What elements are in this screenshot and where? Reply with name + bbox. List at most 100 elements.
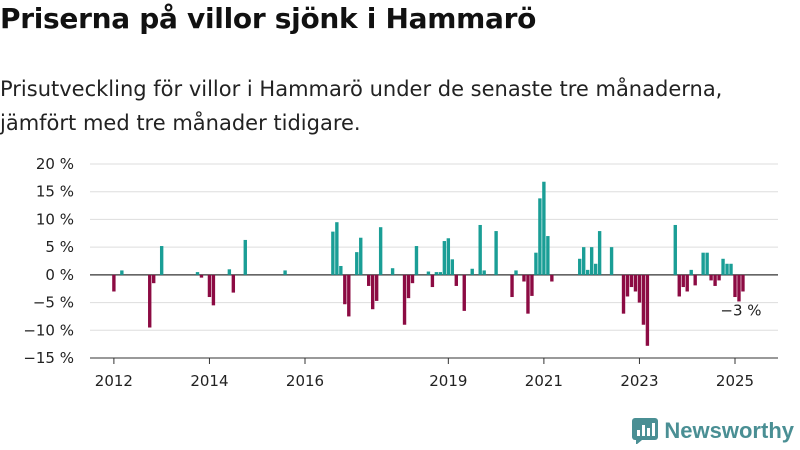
y-tick-label: −5 % [33,294,74,312]
bar [741,274,745,292]
bar [637,274,642,303]
bar [343,274,347,305]
chart-title: Priserna på villor sjönk i Hammarö [0,2,537,35]
bar [359,237,363,275]
x-tick-label: 2019 [429,372,467,390]
newsworthy-brand: Newsworthy [632,418,794,444]
y-tick-label: 0 % [45,266,74,284]
bar [159,246,164,275]
bar [725,263,729,275]
y-axis-ticks: 20 % 15 % 10 % 5 % 0 % −5 % −10 % −15 % [23,155,74,367]
bar [641,274,646,325]
bar [211,274,216,306]
bar [243,239,247,275]
bar [112,274,116,292]
bar [625,274,630,297]
bar [629,274,634,288]
bar [339,265,343,275]
bar [227,269,232,275]
bar [585,269,590,275]
x-tick-label: 2021 [525,372,563,390]
bar [546,236,550,275]
bar [673,224,677,275]
bar [478,224,482,275]
bar [207,274,212,298]
x-tick-label: 2025 [716,372,754,390]
bar [538,198,542,275]
brand-name: Newsworthy [664,418,794,443]
bar [494,231,498,275]
bar [534,252,538,275]
bar [713,274,717,286]
bar [426,271,431,275]
bar [414,246,419,275]
bar [597,231,602,275]
bar [438,272,443,275]
bar [434,272,439,275]
bar [283,270,287,275]
bar [331,231,335,275]
bar [402,274,407,325]
bar [522,274,526,282]
bar [542,181,546,275]
bar [410,274,415,284]
bar [446,238,451,275]
bar [717,274,721,281]
bar [530,274,534,296]
bar-chart-logo-icon [632,418,659,444]
bar [589,247,594,275]
bar [681,274,685,288]
bar [367,274,371,286]
bar [406,274,411,299]
bar [470,268,474,275]
bar [633,274,638,292]
bar [526,274,530,314]
bar [355,252,359,275]
bar [709,274,713,281]
bar [677,274,681,297]
y-tick-label: −10 % [23,321,74,339]
bar [689,269,693,275]
bar [729,263,733,275]
bar [462,274,466,311]
last-value-label: −3 % [720,301,761,319]
bar [231,274,236,293]
chart-subtitle: Prisutveckling för villor i Hammarö unde… [0,77,723,135]
y-tick-label: 10 % [36,210,74,228]
bar [685,274,689,292]
y-tick-label: 5 % [45,238,74,256]
bar [593,263,598,275]
bar [195,272,200,275]
bar [645,274,650,346]
bar [701,252,705,275]
y-tick-label: 15 % [36,183,74,201]
bar [621,274,626,314]
y-tick-label: 20 % [36,155,74,173]
bar [370,274,375,310]
bar [721,258,725,275]
bar [374,274,379,301]
bar [120,270,124,275]
bar [199,274,204,278]
bar [693,274,697,286]
bar [482,270,486,275]
bar [390,268,395,275]
bar [578,258,582,275]
bar [450,259,455,275]
bar [609,247,614,275]
bar [514,270,518,275]
x-tick-label: 2023 [620,372,658,390]
bar [550,274,554,282]
bar [335,222,339,275]
bar [378,227,383,275]
bar [737,274,741,302]
x-tick-label: 2016 [286,372,324,390]
x-axis: 2012 2014 2016 2019 2021 2023 2025 [90,357,778,390]
bar [733,274,737,298]
bar [510,274,514,298]
bar [705,252,709,275]
x-tick-label: 2012 [95,372,133,390]
bar [430,274,435,288]
bar [152,274,156,284]
